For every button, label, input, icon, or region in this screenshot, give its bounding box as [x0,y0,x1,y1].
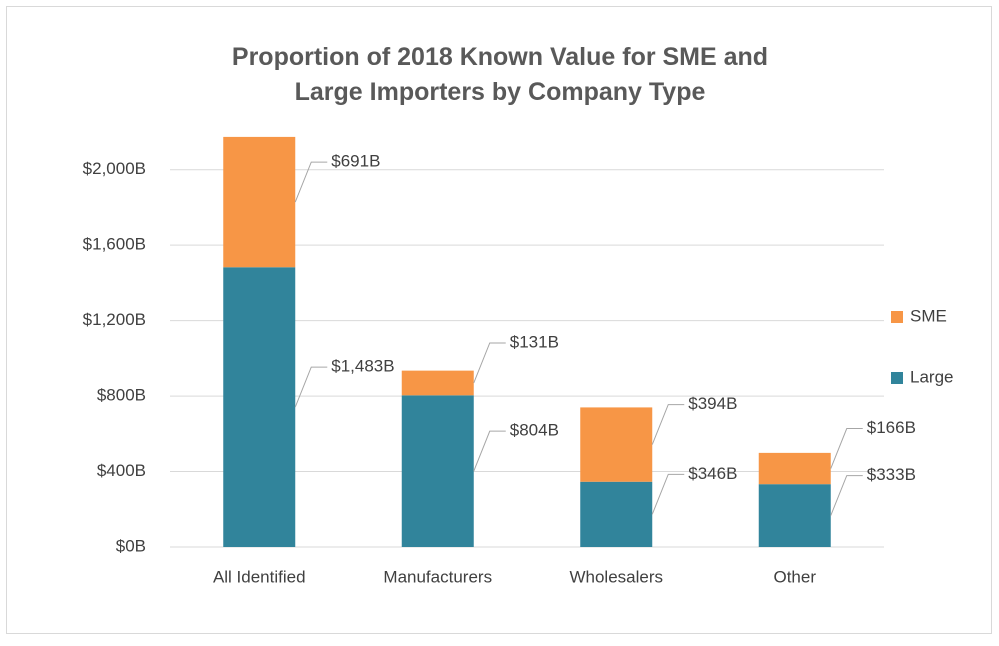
data-label: $166B [867,418,916,437]
chart-title: Proportion of 2018 Known Value for SME a… [232,43,768,106]
x-tick-label: All Identified [213,567,306,586]
bar-segment [401,395,474,547]
leader-line [830,428,863,469]
legend-swatch [891,372,903,384]
leader-line [294,161,328,203]
bar-segment [223,267,296,547]
leader-line [473,342,506,384]
data-label: $691B [331,152,380,171]
x-tick-label: Manufacturers [383,567,492,586]
y-tick-label: $1,600B [83,235,146,254]
leader-line [651,473,685,515]
x-tick-label: Other [773,567,816,586]
data-label: $804B [510,421,559,440]
x-tick-label: Wholesalers [569,567,663,586]
data-label: $333B [867,465,916,484]
y-tick-label: $0B [116,536,146,555]
leader-line [830,475,863,516]
legend-label: Large [910,367,953,386]
leader-line [473,430,506,472]
data-label: $1,483B [331,357,394,376]
bar-segment [758,484,831,547]
y-tick-label: $2,000B [83,159,146,178]
legend-label: SME [910,306,947,325]
bar-segment [401,370,474,396]
data-label: $394B [688,394,737,413]
leader-line [651,404,685,445]
data-label: $346B [688,464,737,483]
bar-segment [580,481,653,547]
data-label: $131B [510,332,559,351]
bar-segment [223,136,296,268]
y-tick-label: $800B [97,386,146,405]
y-tick-label: $400B [97,461,146,480]
legend-swatch [891,311,903,323]
y-tick-label: $1,200B [83,310,146,329]
leader-line [294,366,328,408]
bar-segment [758,452,831,485]
bar-segment [580,407,653,482]
